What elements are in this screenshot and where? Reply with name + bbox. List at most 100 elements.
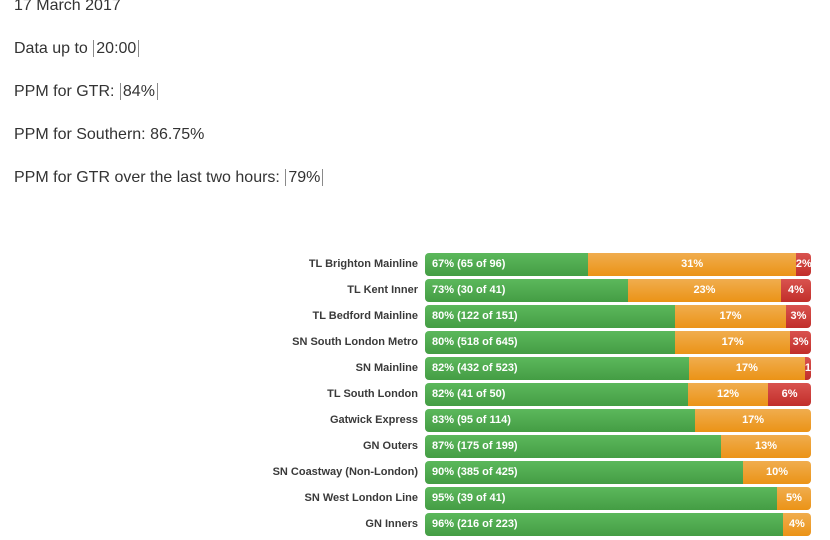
bar-segment-green-label: 83% (95 of 114)	[432, 414, 511, 426]
bar-segment-amber: 13%	[721, 435, 811, 458]
row-label: SN West London Line	[304, 492, 418, 504]
chart-row: TL Kent Inner 73% (30 of 41) 23% 4%	[0, 279, 830, 302]
bar-segment-amber: 23%	[628, 279, 781, 302]
bar-segment-green: 82% (41 of 50)	[425, 383, 688, 406]
bar-segment-amber-label: 12%	[716, 388, 740, 400]
chart-row: SN South London Metro 80% (518 of 645) 1…	[0, 331, 830, 354]
bar-segment-red-label: 1%	[804, 362, 811, 374]
chart-row: TL South London 82% (41 of 50) 12% 6%	[0, 383, 830, 406]
row-label: SN Coastway (Non-London)	[272, 466, 418, 478]
bar-stack: 95% (39 of 41) 5%	[425, 487, 811, 510]
ppm-gtr-line: PPM for GTR: 84%	[14, 82, 830, 101]
bar-segment-amber-label: 17%	[735, 362, 758, 374]
ppm-gtr-value[interactable]: 84%	[119, 83, 158, 100]
report-date: 17 March 2017	[14, 0, 121, 14]
bar-stack: 80% (122 of 151) 17% 3%	[425, 305, 811, 328]
bar-segment-amber-label: 10%	[766, 466, 789, 478]
data-up-to-value[interactable]: 20:00	[93, 40, 140, 57]
data-up-to-label: Data up to	[14, 40, 88, 57]
bar-segment-green-label: 82% (432 of 523)	[432, 362, 518, 374]
bar-segment-green: 67% (65 of 96)	[425, 253, 589, 276]
bar-segment-red: 4%	[780, 279, 811, 302]
bar-segment-amber: 17%	[675, 305, 786, 328]
row-label: TL South London	[327, 388, 418, 400]
bar-segment-red: 2%	[795, 253, 811, 276]
chart-row: SN Mainline 82% (432 of 523) 17% 1%	[0, 357, 830, 380]
bar-segment-amber: 17%	[689, 357, 805, 380]
bar-stack: 82% (432 of 523) 17% 1%	[425, 357, 811, 380]
bar-segment-red-label: 6%	[781, 388, 798, 400]
bar-segment-green: 73% (30 of 41)	[425, 279, 629, 302]
bar-segment-amber-label: 17%	[719, 310, 742, 322]
bar-segment-green-label: 82% (41 of 50)	[432, 388, 506, 400]
bar-segment-red: 3%	[785, 305, 811, 328]
bar-segment-green-label: 73% (30 of 41)	[432, 284, 506, 296]
bar-segment-red-label: 2%	[795, 258, 811, 270]
bar-stack: 87% (175 of 199) 13%	[425, 435, 811, 458]
row-label: TL Bedford Mainline	[312, 310, 418, 322]
bar-segment-green-label: 80% (122 of 151)	[432, 310, 518, 322]
bar-segment-green-label: 95% (39 of 41)	[432, 492, 506, 504]
bar-stack: 96% (216 of 223) 4%	[425, 513, 811, 536]
bar-segment-green: 82% (432 of 523)	[425, 357, 690, 380]
bar-segment-red-label: 3%	[792, 336, 809, 348]
bar-segment-amber-label: 31%	[681, 258, 704, 270]
data-up-to-line: Data up to 20:00	[14, 39, 830, 58]
bar-stack: 80% (518 of 645) 17% 3%	[425, 331, 811, 354]
bar-segment-amber: 10%	[743, 461, 811, 484]
ppm-gtr-label: PPM for GTR:	[14, 83, 115, 100]
ppm-southern-line: PPM for Southern: 86.75%	[14, 126, 205, 143]
bar-segment-green-label: 96% (216 of 223)	[432, 518, 518, 530]
bar-segment-amber: 12%	[687, 383, 769, 406]
bar-segment-amber-label: 5%	[786, 492, 802, 504]
bar-segment-amber: 17%	[695, 409, 811, 432]
bar-segment-green: 87% (175 of 199)	[425, 435, 722, 458]
report-header: 17 March 2017 Data up to 20:00 PPM for G…	[0, 0, 830, 187]
chart-row: Gatwick Express 83% (95 of 114) 17%	[0, 409, 830, 432]
ppm-gtr-2h-line: PPM for GTR over the last two hours: 79%	[14, 168, 830, 187]
bar-segment-amber-label: 13%	[755, 440, 778, 452]
bar-segment-green: 95% (39 of 41)	[425, 487, 778, 510]
chart-row: GN Inners 96% (216 of 223) 4%	[0, 513, 830, 536]
bar-stack: 73% (30 of 41) 23% 4%	[425, 279, 811, 302]
row-label: TL Kent Inner	[347, 284, 418, 296]
bar-stack: 82% (41 of 50) 12% 6%	[425, 383, 811, 406]
bar-segment-red: 3%	[790, 331, 811, 354]
bar-segment-green: 80% (122 of 151)	[425, 305, 676, 328]
bar-segment-green: 83% (95 of 114)	[425, 409, 696, 432]
chart-row: TL Brighton Mainline 67% (65 of 96) 31% …	[0, 253, 830, 276]
bar-segment-green: 80% (518 of 645)	[425, 331, 676, 354]
row-label: SN Mainline	[355, 362, 418, 374]
bar-segment-amber-label: 4%	[788, 518, 805, 530]
bar-segment-green-label: 87% (175 of 199)	[432, 440, 518, 452]
bar-segment-green: 90% (385 of 425)	[425, 461, 744, 484]
row-label: Gatwick Express	[329, 414, 418, 426]
bar-segment-amber-label: 17%	[721, 336, 744, 348]
bar-segment-red: 1%	[804, 357, 811, 380]
bar-segment-green-label: 80% (518 of 645)	[432, 336, 518, 348]
ppm-chart: TL Brighton Mainline 67% (65 of 96) 31% …	[0, 253, 830, 536]
ppm-gtr-2h-value[interactable]: 79%	[285, 169, 324, 186]
bar-stack: 67% (65 of 96) 31% 2%	[425, 253, 811, 276]
bar-segment-amber: 5%	[777, 487, 811, 510]
bar-segment-red-label: 4%	[787, 284, 804, 296]
bar-segment-amber-label: 17%	[742, 414, 765, 426]
bar-segment-green-label: 67% (65 of 96)	[432, 258, 506, 270]
row-label: TL Brighton Mainline	[308, 258, 418, 270]
chart-row: TL Bedford Mainline 80% (122 of 151) 17%…	[0, 305, 830, 328]
chart-row: SN Coastway (Non-London) 90% (385 of 425…	[0, 461, 830, 484]
bar-segment-green-label: 90% (385 of 425)	[432, 466, 518, 478]
bar-stack: 83% (95 of 114) 17%	[425, 409, 811, 432]
bar-segment-green: 96% (216 of 223)	[425, 513, 783, 536]
bar-segment-red: 6%	[768, 383, 811, 406]
row-label: SN South London Metro	[292, 336, 418, 348]
bar-stack: 90% (385 of 425) 10%	[425, 461, 811, 484]
bar-segment-amber: 4%	[782, 513, 811, 536]
ppm-gtr-2h-label: PPM for GTR over the last two hours:	[14, 169, 280, 186]
row-label: GN Inners	[365, 518, 418, 530]
chart-row: GN Outers 87% (175 of 199) 13%	[0, 435, 830, 458]
bar-segment-amber: 31%	[588, 253, 796, 276]
bar-segment-amber-label: 23%	[693, 284, 716, 296]
bar-segment-red-label: 3%	[790, 310, 807, 322]
